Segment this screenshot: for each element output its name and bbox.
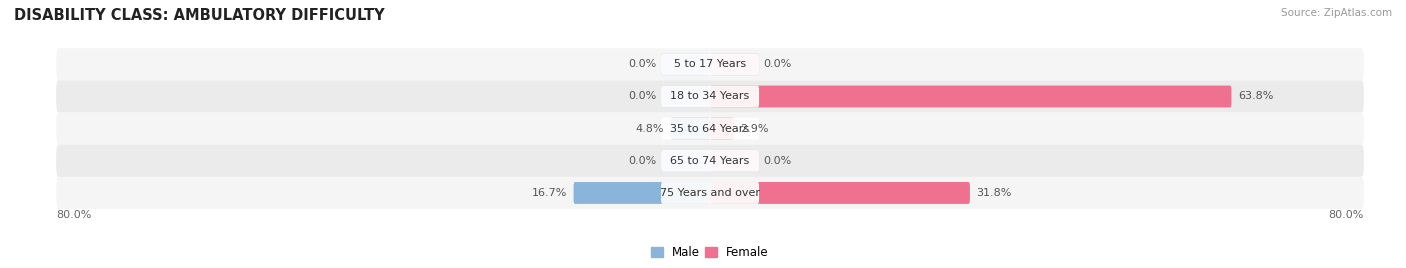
Text: 31.8%: 31.8% (976, 188, 1012, 198)
Legend: Male, Female: Male, Female (651, 246, 769, 259)
FancyBboxPatch shape (56, 177, 1364, 209)
FancyBboxPatch shape (661, 85, 759, 107)
Text: 5 to 17 Years: 5 to 17 Years (673, 59, 747, 69)
Text: 0.0%: 0.0% (628, 91, 657, 102)
FancyBboxPatch shape (56, 145, 1364, 177)
Text: 4.8%: 4.8% (636, 124, 664, 134)
FancyBboxPatch shape (710, 182, 970, 204)
Text: 0.0%: 0.0% (763, 156, 792, 166)
FancyBboxPatch shape (56, 113, 1364, 145)
Text: Source: ZipAtlas.com: Source: ZipAtlas.com (1281, 8, 1392, 18)
Text: 0.0%: 0.0% (628, 156, 657, 166)
FancyBboxPatch shape (661, 118, 759, 140)
Text: 18 to 34 Years: 18 to 34 Years (671, 91, 749, 102)
Text: 16.7%: 16.7% (531, 188, 567, 198)
Text: 80.0%: 80.0% (56, 210, 91, 220)
FancyBboxPatch shape (671, 118, 710, 140)
Text: 80.0%: 80.0% (1329, 210, 1364, 220)
FancyBboxPatch shape (710, 85, 1232, 107)
Text: 0.0%: 0.0% (628, 59, 657, 69)
Text: 63.8%: 63.8% (1237, 91, 1274, 102)
Text: 0.0%: 0.0% (763, 59, 792, 69)
Text: 2.9%: 2.9% (741, 124, 769, 134)
FancyBboxPatch shape (56, 48, 1364, 80)
FancyBboxPatch shape (710, 118, 734, 140)
FancyBboxPatch shape (661, 150, 710, 172)
FancyBboxPatch shape (710, 150, 759, 172)
Text: DISABILITY CLASS: AMBULATORY DIFFICULTY: DISABILITY CLASS: AMBULATORY DIFFICULTY (14, 8, 385, 23)
FancyBboxPatch shape (661, 182, 759, 204)
FancyBboxPatch shape (661, 150, 759, 172)
FancyBboxPatch shape (661, 53, 710, 75)
FancyBboxPatch shape (574, 182, 710, 204)
FancyBboxPatch shape (710, 53, 759, 75)
FancyBboxPatch shape (56, 80, 1364, 113)
FancyBboxPatch shape (661, 53, 759, 75)
Text: 35 to 64 Years: 35 to 64 Years (671, 124, 749, 134)
Text: 65 to 74 Years: 65 to 74 Years (671, 156, 749, 166)
FancyBboxPatch shape (661, 85, 710, 107)
Text: 75 Years and over: 75 Years and over (659, 188, 761, 198)
